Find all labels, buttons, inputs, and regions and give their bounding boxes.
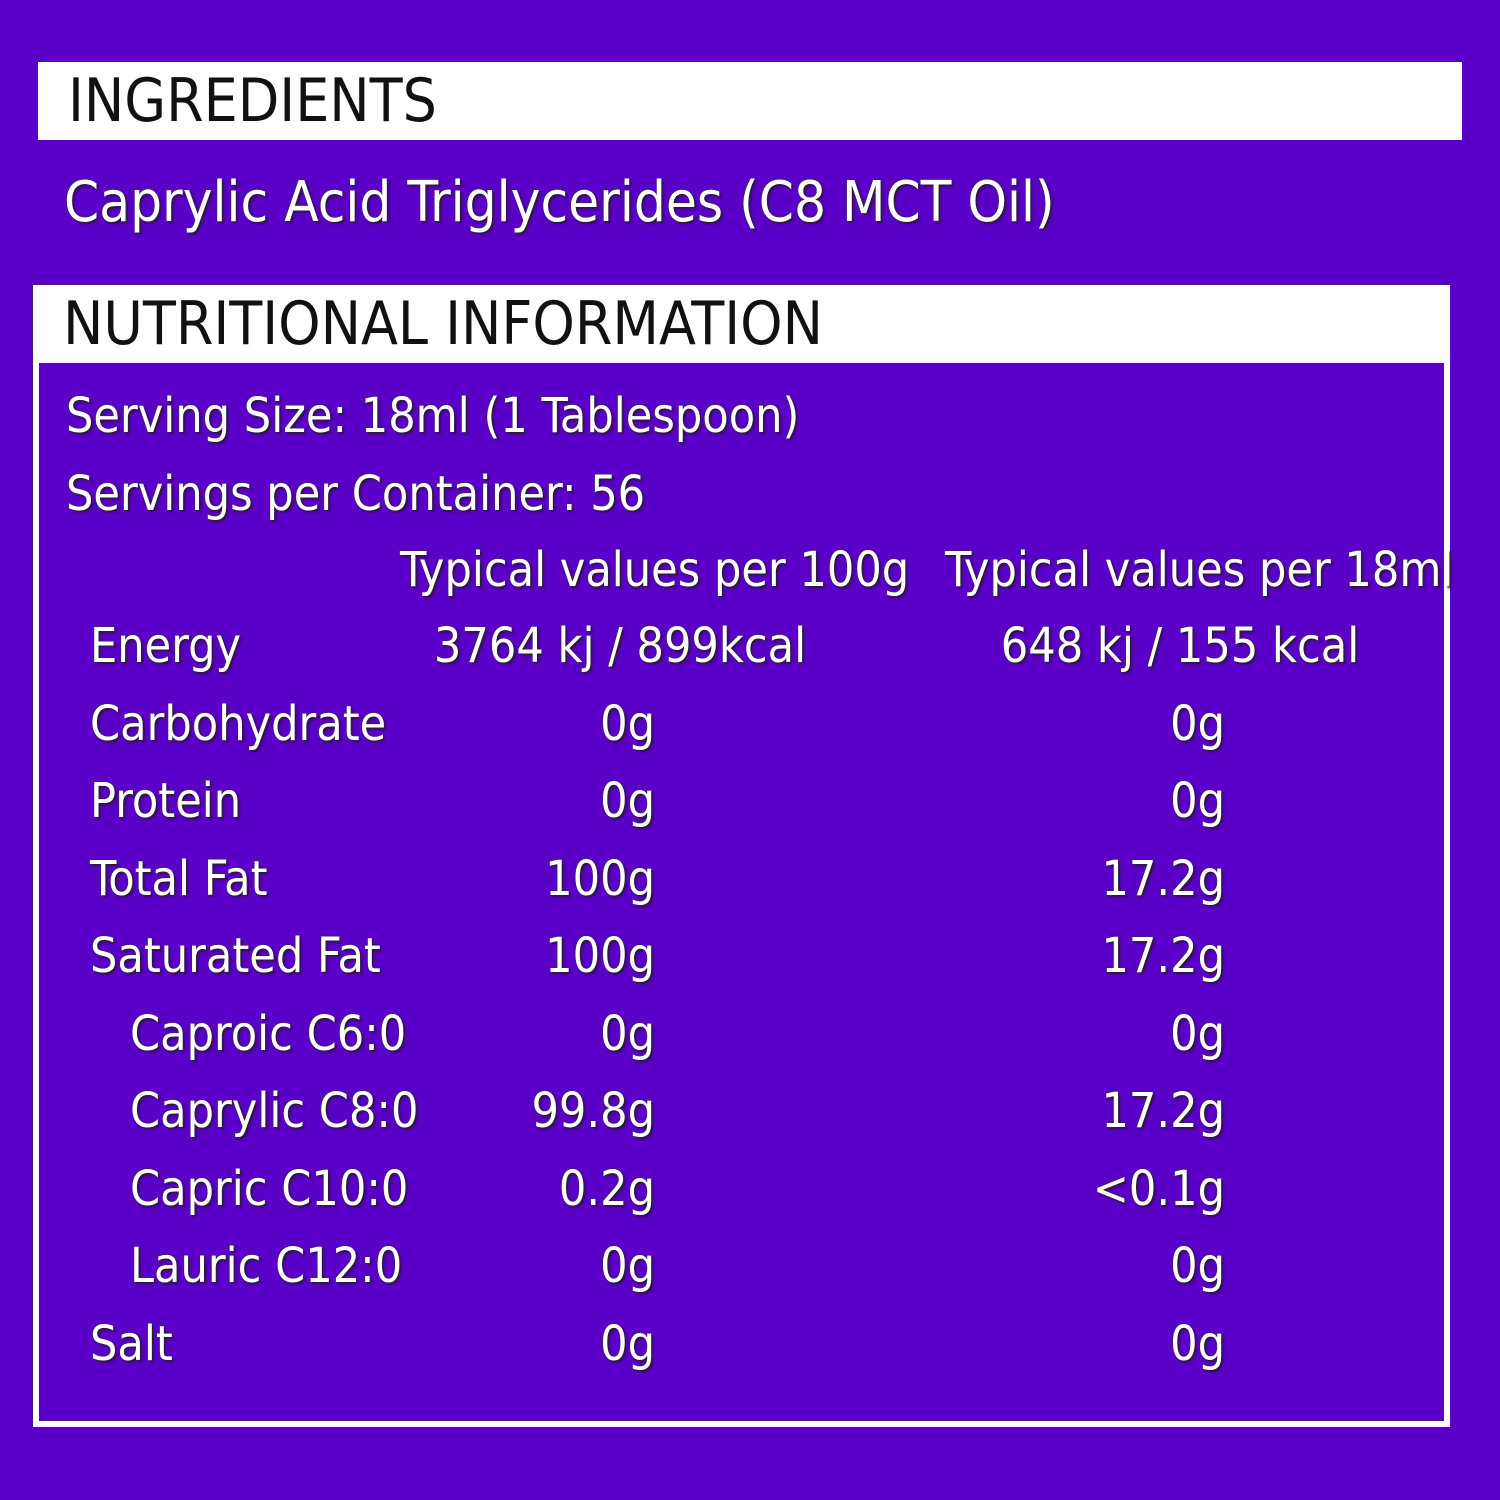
- value-serving: 0g: [1170, 1005, 1225, 1062]
- value-serving: 0g: [1170, 1238, 1225, 1294]
- column-header: Typical values per 18ml: [945, 542, 1454, 598]
- value-100g: 0g: [600, 1315, 655, 1372]
- row-label: Caprylic C8:0: [130, 1083, 419, 1139]
- row-label: Lauric C12:0: [130, 1238, 403, 1294]
- row-label: Caproic C6:0: [130, 1005, 407, 1062]
- nutrition-title: NUTRITIONAL INFORMATION: [33, 285, 1450, 363]
- value-serving: 17.2g: [1101, 928, 1225, 984]
- value-serving: 17.2g: [1101, 1083, 1225, 1139]
- value-100g: 0g: [600, 1238, 655, 1294]
- row-label: Capric C10:0: [130, 1160, 409, 1217]
- value-serving: 0g: [1170, 773, 1225, 829]
- value-100g: 100g: [545, 850, 655, 907]
- column-header: Typical values per 100g: [400, 542, 910, 598]
- value-100g: 0g: [600, 695, 655, 752]
- value-100g: 3764 kj / 899kcal: [433, 618, 807, 674]
- value-100g: 0g: [600, 773, 655, 829]
- row-label: Salt: [90, 1315, 173, 1372]
- servings: Servings per Container: 56: [66, 466, 646, 522]
- value-100g: 99.8g: [531, 1083, 655, 1139]
- value-serving: 0g: [1170, 1315, 1225, 1372]
- row-label: Carbohydrate: [90, 695, 387, 752]
- value-serving: <0.1g: [1092, 1160, 1225, 1217]
- value-100g: 0g: [600, 1005, 655, 1062]
- value-100g: 100g: [545, 928, 655, 984]
- row-label: Protein: [90, 773, 242, 829]
- row-label: Energy: [90, 618, 242, 674]
- value-serving: 648 kj / 155 kcal: [1000, 618, 1360, 674]
- value-serving: 17.2g: [1101, 850, 1225, 907]
- row-label: Saturated Fat: [90, 928, 381, 984]
- ingredients-text: Caprylic Acid Triglycerides (C8 MCT Oil): [64, 170, 1055, 235]
- value-100g: 0.2g: [558, 1160, 655, 1217]
- ingredients-title: INGREDIENTS: [38, 62, 1462, 140]
- serving-size: Serving Size: 18ml (1 Tablespoon): [66, 388, 800, 444]
- value-serving: 0g: [1170, 695, 1225, 752]
- row-label: Total Fat: [90, 850, 268, 907]
